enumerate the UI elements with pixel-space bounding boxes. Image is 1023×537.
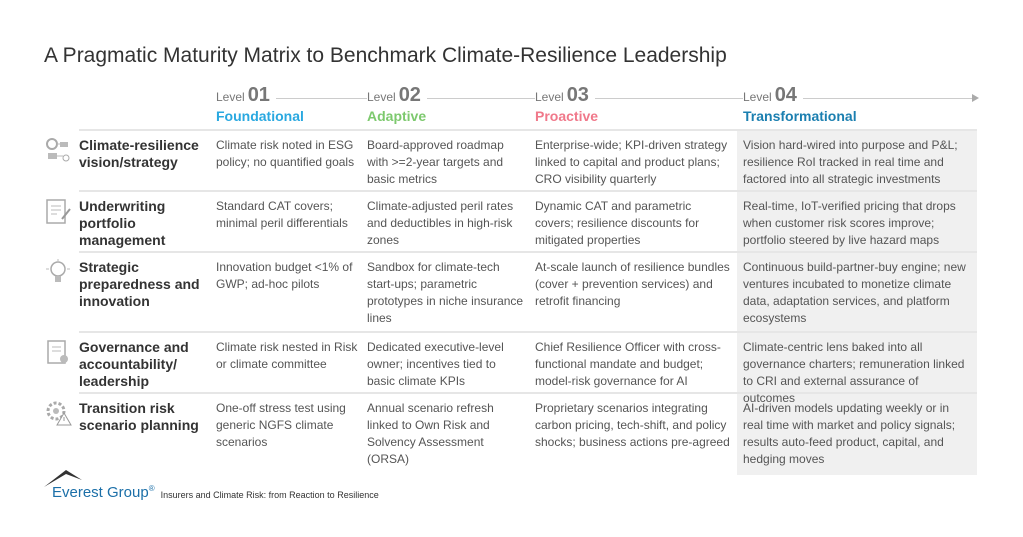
row-divider: [79, 392, 977, 394]
maturity-axis: [216, 98, 974, 99]
page-title: A Pragmatic Maturity Matrix to Benchmark…: [44, 44, 727, 67]
level-02-header: Level 02: [367, 84, 427, 107]
certificate-icon: [47, 340, 68, 364]
gear-warning-icon: [46, 401, 72, 426]
document-pen-icon: [46, 199, 71, 224]
matrix-cell: At-scale launch of resilience bundles (c…: [535, 260, 730, 308]
arrow-right-icon: [972, 94, 979, 102]
row-divider: [79, 331, 977, 333]
level-name: Transformational: [743, 108, 857, 124]
everest-logo-icon: [44, 470, 82, 487]
matrix-cell: Climate-centric lens baked into all gove…: [743, 340, 965, 405]
level-03-header: Level 03: [535, 84, 595, 107]
matrix-cell: Proprietary scenarios integrating carbon…: [535, 401, 730, 449]
matrix-cell: Innovation budget <1% of GWP; ad-hoc pil…: [216, 260, 353, 291]
row-divider: [79, 129, 977, 131]
matrix-cell: Continuous build-partner-buy engine; new…: [743, 260, 966, 325]
row-label: Governance and accountability/ leadershi…: [79, 339, 189, 389]
level-name: Proactive: [535, 108, 599, 124]
matrix-cell: Sandbox for climate-tech start-ups; para…: [367, 260, 524, 325]
transformational-highlight: [737, 131, 977, 475]
row-label: Strategic preparedness and innovation: [79, 259, 200, 309]
row-label: Transition risk scenario planning: [79, 400, 199, 433]
matrix-cell: One-off stress test using generic NGFS c…: [216, 401, 346, 449]
matrix-cell: Climate-adjusted peril rates and deducti…: [367, 199, 514, 247]
matrix-cell: Vision hard-wired into purpose and P&L; …: [743, 138, 958, 186]
brand-name: Everest Group®: [52, 484, 155, 501]
matrix-cell: Dynamic CAT and parametric covers; resil…: [535, 199, 700, 247]
source-text: Insurers and Climate Risk: from Reaction…: [160, 490, 379, 500]
strategy-flow-icon: [46, 138, 70, 162]
level-01-header: Level 01: [216, 84, 276, 107]
matrix-cell: Enterprise-wide; KPI-driven strategy lin…: [535, 138, 728, 186]
matrix-cell: Climate risk nested in Risk or climate c…: [216, 340, 358, 371]
matrix-cell: Dedicated executive-level owner; incenti…: [367, 340, 504, 388]
matrix-cell: Standard CAT covers; minimal peril diffe…: [216, 199, 348, 230]
matrix-cell: Chief Resilience Officer with cross-func…: [535, 340, 721, 388]
level-name: Adaptive: [367, 108, 427, 124]
row-divider: [79, 190, 977, 192]
footer: Everest Group® Insurers and Climate Risk…: [44, 468, 379, 502]
matrix-cell: Board-approved roadmap with >=2-year tar…: [367, 138, 504, 186]
level-04-header: Level 04: [743, 84, 803, 107]
lightbulb-icon: [46, 259, 70, 282]
row-label: Underwriting portfolio management: [79, 198, 166, 248]
matrix-cell: Real-time, IoT-verified pricing that dro…: [743, 199, 956, 247]
row-divider: [79, 251, 977, 253]
matrix-cell: AI-driven models updating weekly or in r…: [743, 401, 956, 466]
level-name: Foundational: [216, 108, 304, 124]
matrix-cell: Annual scenario refresh linked to Own Ri…: [367, 401, 494, 466]
matrix-cell: Climate risk noted in ESG policy; no qua…: [216, 138, 355, 169]
row-label: Climate-resilience vision/strategy: [79, 137, 199, 170]
